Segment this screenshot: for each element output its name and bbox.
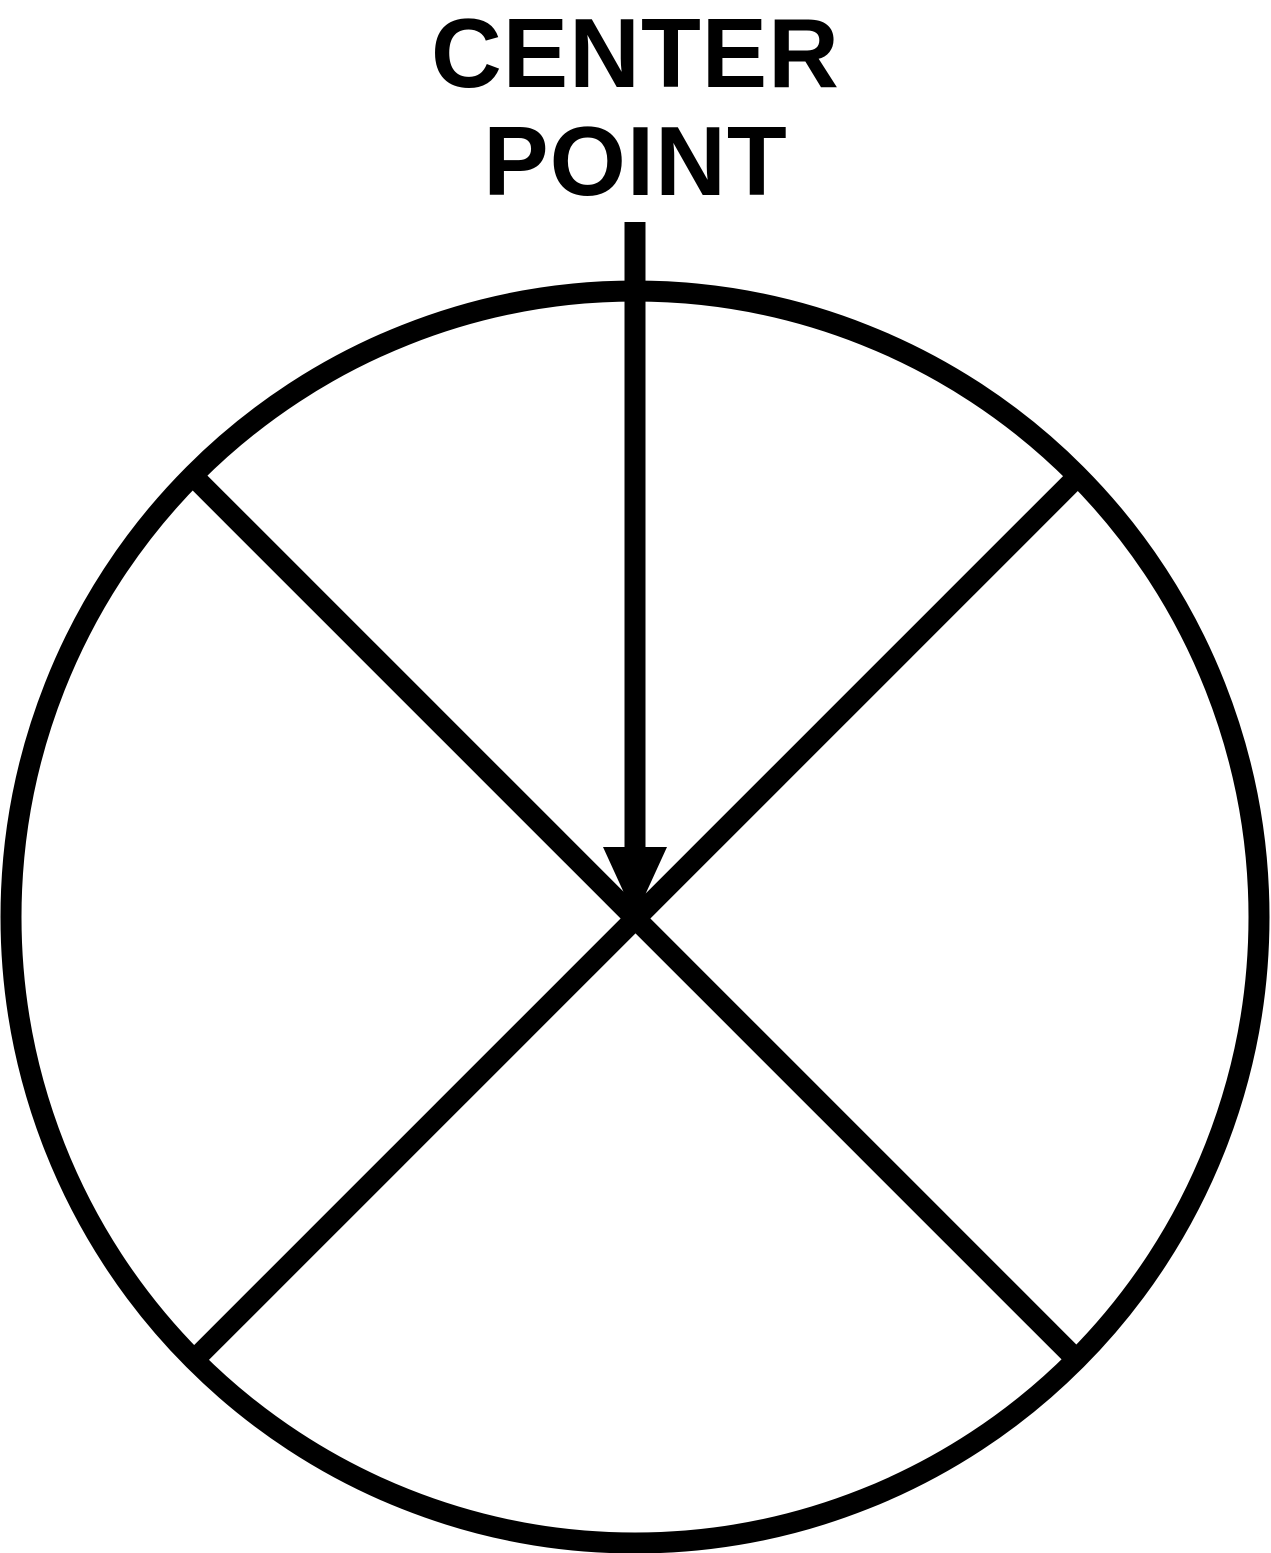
diagonal-line-tr-bl — [186, 469, 1085, 1368]
label-point: POINT — [483, 106, 788, 216]
label-center: CENTER — [431, 0, 840, 108]
arrow-down-icon — [603, 847, 667, 917]
